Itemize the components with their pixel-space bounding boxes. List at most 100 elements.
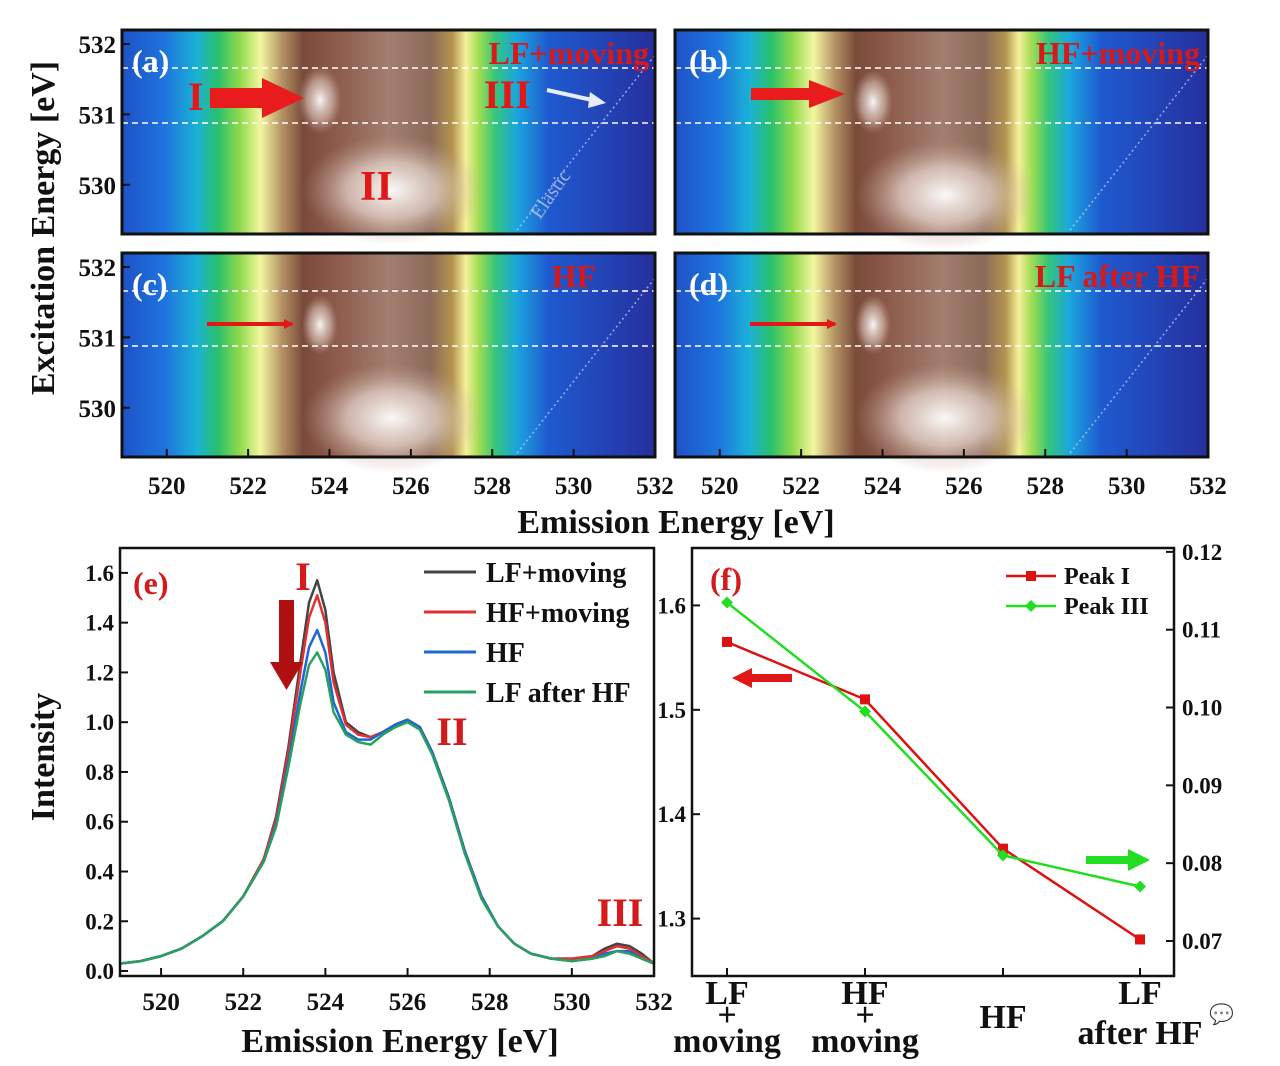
panel-condition-b: HF+moving: [1036, 35, 1200, 71]
white-arrow-head: [588, 92, 606, 108]
f-category-label: LF: [1118, 975, 1161, 1012]
chart-e-frame: [118, 546, 656, 978]
chart-e-x-axis-label: Emission Energy [eV]: [241, 1023, 558, 1060]
map-panel-b: (b) HF+moving: [673, 28, 1210, 250]
peak-i-marker: [1135, 934, 1145, 945]
map-y-tick-label: 532: [79, 255, 117, 282]
map-frame-a: [120, 28, 657, 236]
e-y-tick-label: 0.4: [85, 859, 114, 884]
e-x-tick-label: 524: [307, 989, 345, 1016]
panel-condition-c: HF: [552, 258, 596, 294]
panel-condition-d: LF after HF: [1035, 258, 1200, 294]
e-y-tick-label: 0.6: [85, 810, 114, 835]
chart-e-panel-letter: (e): [133, 565, 169, 601]
f-category-label: HF: [979, 999, 1026, 1036]
e-x-tick-label: 520: [142, 989, 180, 1016]
map-x-tick-label: 530: [555, 473, 593, 500]
peak-i-marker: [860, 694, 870, 705]
chart-e-label-peak-iii: III: [597, 890, 644, 935]
map-panel-d: (d) LF after HF: [673, 251, 1210, 473]
map-x-tick-label: 524: [311, 473, 349, 500]
chart-f: 1.31.41.51.60.070.080.090.100.110.12LF+m…: [657, 540, 1222, 1060]
f-category-label: after HF: [1078, 1015, 1203, 1052]
f-category-label: moving: [811, 1023, 919, 1060]
right-arrow-icon: [1086, 849, 1150, 871]
e-y-tick-label: 1.4: [85, 611, 114, 636]
f-right-tick-label: 0.07: [1182, 929, 1222, 954]
map-label-peak-i: I: [188, 74, 204, 119]
f-category-label: HF: [841, 975, 888, 1012]
red-arrow-a: [210, 78, 304, 118]
map-y-tick-label: 530: [79, 396, 117, 423]
map-peak-ii-spot: [855, 363, 1035, 473]
map-peak-ii-spot: [855, 140, 1035, 250]
chart-e-label-peak-i: I: [295, 554, 311, 599]
series-line-2: [119, 594, 655, 965]
panel-letter-a: (a): [132, 43, 169, 79]
f-category-label: +: [855, 997, 874, 1034]
chart-f-frame: [690, 546, 1176, 978]
red-arrow-b: [751, 80, 845, 108]
map-x-tick-label: 530: [1108, 473, 1146, 500]
map-x-tick-label: 528: [474, 473, 512, 500]
map-panel-c: (c) HF: [120, 251, 657, 473]
panel-letter-c: (c): [132, 266, 168, 302]
legend-label: Peak I: [1064, 564, 1130, 590]
e-y-tick-label: 0.8: [85, 760, 114, 785]
wechat-icon: 💬: [1209, 1002, 1234, 1026]
chart-e-series: [119, 579, 655, 965]
f-category-label: LF: [705, 975, 748, 1012]
map-x-axis-label: Emission Energy [eV]: [517, 504, 834, 541]
chart-e-label-peak-ii: II: [436, 709, 467, 754]
map-y-tick-label: 531: [79, 325, 117, 352]
legend-marker: [1025, 600, 1037, 612]
chart-f-panel-letter: (f): [710, 561, 742, 597]
map-axes: 520 522 524 526 528 530 532 520 522 524 526 528 530 5…: [79, 32, 1227, 500]
e-x-tick-label: 526: [389, 989, 427, 1016]
map-panel-a: (a) LF+moving I III II Elastic: [120, 28, 657, 245]
f-category-label: +: [717, 997, 736, 1034]
peak-iii-marker: [859, 705, 871, 718]
chart-f-ticks: 1.31.41.51.60.070.080.090.100.110.12LF+m…: [657, 540, 1222, 1060]
map-peak-ii-spot: [302, 363, 482, 473]
map-label-peak-iii: III: [484, 72, 531, 117]
f-left-tick-label: 1.4: [657, 802, 686, 827]
map-x-tick-label: 532: [1189, 473, 1227, 500]
map-y-tick-label: 531: [79, 102, 117, 129]
f-right-tick-label: 0.12: [1182, 540, 1222, 565]
left-arrow-icon: [732, 668, 792, 688]
map-peak-i-spot: [855, 295, 891, 355]
panel-condition-a: LF+moving: [489, 35, 649, 71]
map-x-tick-label: 526: [392, 473, 430, 500]
legend-label: LF+moving: [486, 558, 626, 589]
legend-label: HF: [486, 638, 525, 669]
peak-i-marker: [722, 636, 732, 647]
f-series-line-1: [726, 640, 1141, 941]
peak-iii-marker: [721, 596, 733, 609]
legend-marker: [1026, 571, 1036, 581]
map-peak-ii-spot: [302, 135, 482, 245]
map-x-tick-label: 520: [148, 473, 186, 500]
map-frame-c: [120, 251, 657, 459]
f-left-tick-label: 1.5: [657, 698, 686, 723]
map-y-axis-label: Excitation Energy [eV]: [25, 61, 62, 395]
f-right-tick-label: 0.08: [1182, 851, 1222, 876]
map-peak-i-spot: [302, 295, 338, 355]
map-frame-d: [673, 251, 1210, 459]
map-peak-i-spot: [853, 70, 893, 134]
legend-label: LF after HF: [486, 678, 631, 709]
legend-label: Peak III: [1064, 594, 1149, 620]
down-arrow-icon: [270, 600, 303, 690]
chart-f-legend: Peak I Peak III: [1006, 564, 1149, 620]
chart-e: 520 522 524 526 528 530 532 0.0 0.2 0.4 0.6 0.8 1.0 1…: [25, 546, 673, 1060]
f-right-tick-label: 0.10: [1182, 696, 1222, 721]
map-x-tick-label: 520: [701, 473, 739, 500]
chart-f-series: [721, 596, 1146, 945]
e-y-tick-label: 1.2: [85, 660, 114, 685]
white-arrow: [546, 88, 593, 102]
series-line-4: [119, 651, 655, 965]
f-series-line-2: [726, 601, 1141, 888]
map-x-tick-label: 526: [945, 473, 983, 500]
f-right-tick-label: 0.11: [1182, 618, 1221, 643]
